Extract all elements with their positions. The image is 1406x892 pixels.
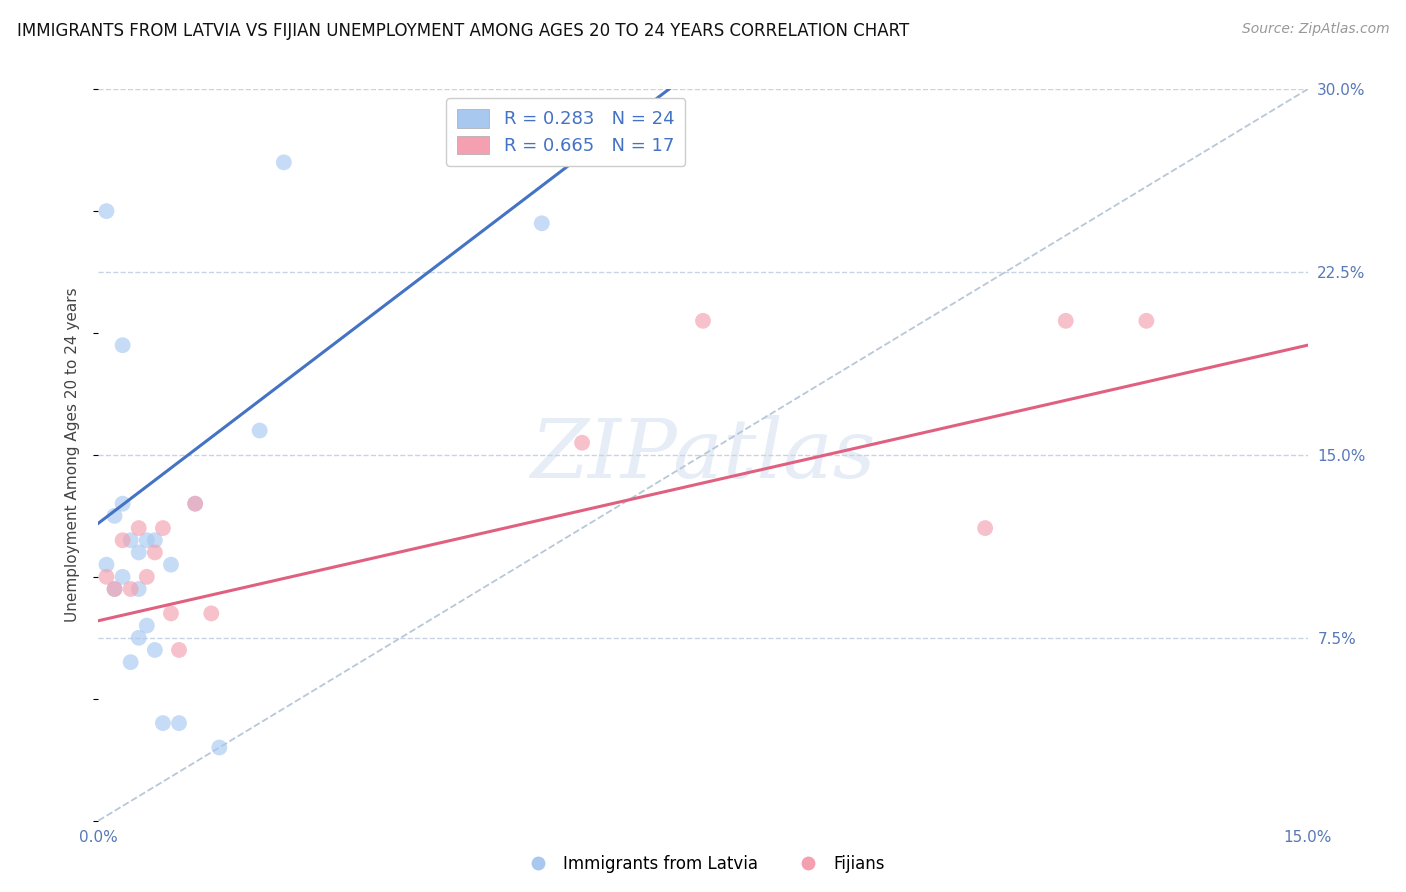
- Point: [974, 521, 997, 535]
- Point: [135, 618, 157, 632]
- Point: [143, 545, 166, 559]
- Point: [184, 497, 207, 511]
- Point: [103, 582, 125, 596]
- Point: [184, 497, 207, 511]
- Point: [692, 314, 714, 328]
- Point: [103, 508, 125, 523]
- Point: [208, 740, 231, 755]
- Point: [160, 558, 183, 572]
- Point: [160, 607, 183, 621]
- Y-axis label: Unemployment Among Ages 20 to 24 years: Unemployment Among Ages 20 to 24 years: [65, 287, 80, 623]
- Point: [128, 582, 150, 596]
- Legend: R = 0.283   N = 24, R = 0.665   N = 17: R = 0.283 N = 24, R = 0.665 N = 17: [446, 98, 685, 166]
- Point: [273, 155, 295, 169]
- Point: [152, 521, 174, 535]
- Point: [96, 558, 118, 572]
- Point: [128, 631, 150, 645]
- Point: [120, 655, 142, 669]
- Point: [135, 533, 157, 548]
- Point: [135, 570, 157, 584]
- Point: [1054, 314, 1077, 328]
- Point: [111, 338, 134, 352]
- Point: [530, 216, 553, 230]
- Point: [111, 570, 134, 584]
- Text: ZIPatlas: ZIPatlas: [530, 415, 876, 495]
- Point: [111, 497, 134, 511]
- Point: [143, 643, 166, 657]
- Point: [167, 716, 190, 731]
- Point: [152, 716, 174, 731]
- Point: [167, 643, 190, 657]
- Point: [200, 607, 222, 621]
- Point: [111, 533, 134, 548]
- Legend: Immigrants from Latvia, Fijians: Immigrants from Latvia, Fijians: [515, 848, 891, 880]
- Point: [1135, 314, 1157, 328]
- Point: [96, 570, 118, 584]
- Point: [103, 582, 125, 596]
- Point: [120, 582, 142, 596]
- Point: [128, 521, 150, 535]
- Point: [571, 435, 593, 450]
- Point: [143, 533, 166, 548]
- Point: [96, 204, 118, 219]
- Point: [120, 533, 142, 548]
- Point: [128, 545, 150, 559]
- Point: [249, 424, 271, 438]
- Text: Source: ZipAtlas.com: Source: ZipAtlas.com: [1241, 22, 1389, 37]
- Text: IMMIGRANTS FROM LATVIA VS FIJIAN UNEMPLOYMENT AMONG AGES 20 TO 24 YEARS CORRELAT: IMMIGRANTS FROM LATVIA VS FIJIAN UNEMPLO…: [17, 22, 910, 40]
